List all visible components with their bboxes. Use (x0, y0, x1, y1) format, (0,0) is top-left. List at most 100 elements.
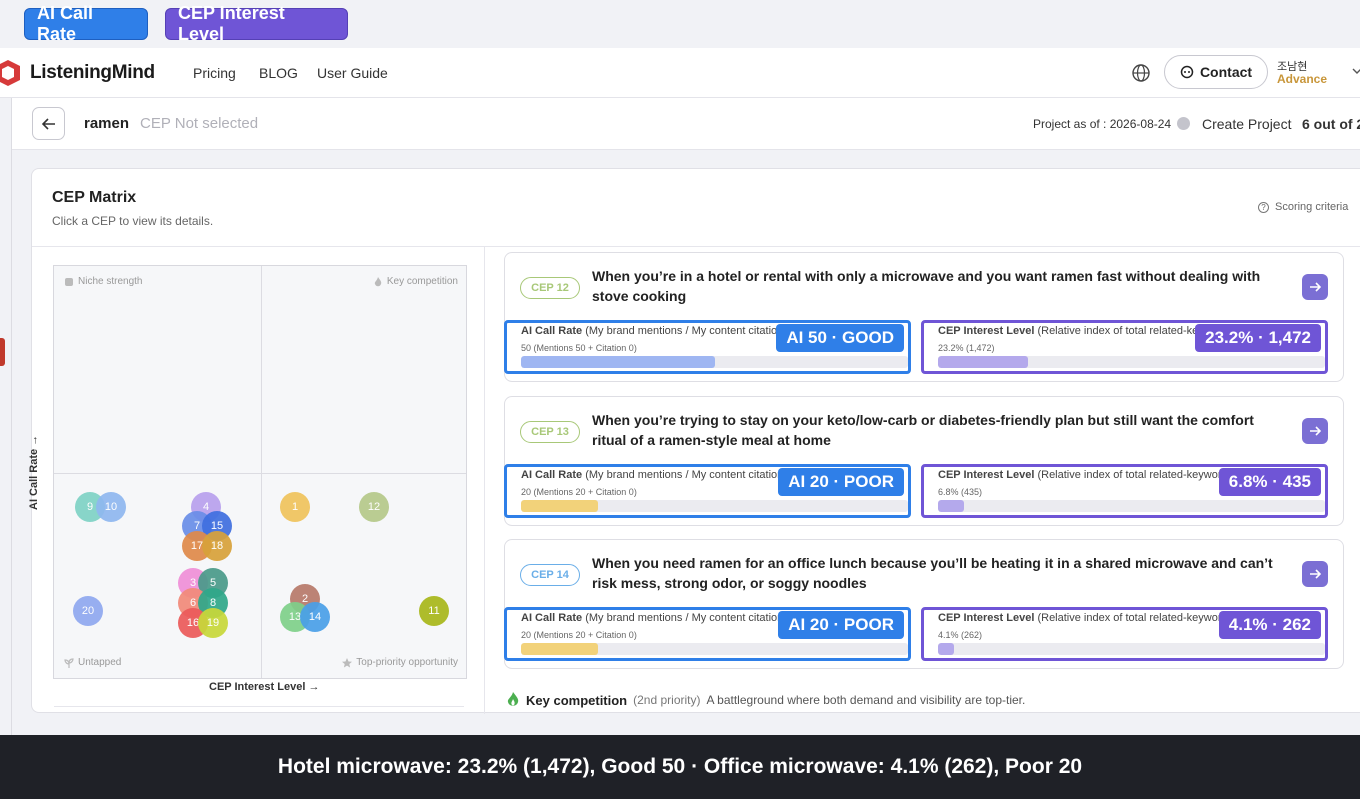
matrix-dot-cep-12[interactable]: 12 (359, 492, 389, 522)
matrix-dot-cep-20[interactable]: 20 (73, 596, 103, 626)
arrow-right-icon (1310, 569, 1321, 579)
matrix-vertical-divider (261, 266, 262, 678)
ai-metric-title-detail: (My brand mentions / My content citation… (582, 612, 793, 624)
open-cep-button[interactable] (1302, 561, 1328, 587)
top-navbar: ListeningMind Pricing BLOG User Guide Co… (0, 48, 1360, 98)
arrow-right-icon (1310, 282, 1321, 292)
cep-card[interactable]: CEP 14 When you need ramen for an office… (504, 539, 1344, 669)
ai-metric-value: 20 (Mentions 20 + Citation 0) (521, 630, 637, 640)
cep-metric-title-main: CEP Interest Level (938, 469, 1035, 481)
panel-subtitle: Click a CEP to view its details. (52, 214, 214, 228)
x-axis-label: CEP Interest Level → (209, 681, 320, 693)
cep-matrix-chart: Niche strength Key competition Untapped … (53, 265, 467, 679)
cep-score-overlay: 23.2% · 1,472 (1195, 324, 1321, 352)
matrix-scroll-area (54, 706, 464, 712)
ai-score-overlay: AI 50 · GOOD (776, 324, 904, 352)
cep-badge: CEP 14 (520, 564, 580, 586)
contact-label: Contact (1199, 64, 1253, 80)
quadrant-label: Top-priority opportunity (356, 657, 458, 668)
cep-metric-bar-fill (938, 356, 1028, 368)
ai-metric-value: 50 (Mentions 50 + Citation 0) (521, 343, 637, 353)
sidebar-edge (11, 98, 12, 738)
cep-metric-value: 6.8% (435) (938, 487, 983, 497)
chevron-down-icon[interactable] (1352, 66, 1360, 76)
ai-metric-bar (521, 500, 908, 512)
project-as-of-date: Project as of : 2026-08-24 (1033, 117, 1172, 131)
project-count: 6 out of 2 (1302, 116, 1360, 132)
quadrant-top-priority: Top-priority opportunity (342, 657, 458, 668)
cep-card[interactable]: CEP 12 When you’re in a hotel or rental … (504, 252, 1344, 382)
summary-caption: Hotel microwave: 23.2% (1,472), Good 50 … (0, 735, 1360, 799)
arrow-right-icon (1310, 426, 1321, 436)
open-cep-button[interactable] (1302, 274, 1328, 300)
ai-metric-bar (521, 356, 908, 368)
cep-description: When you need ramen for an office lunch … (592, 555, 1273, 591)
arrow-left-icon (41, 117, 55, 130)
cep-metric-bar (938, 500, 1325, 512)
legend-cep-interest-level: CEP Interest Level (165, 3, 348, 44)
contact-button[interactable]: Contact (1164, 55, 1268, 89)
headset-icon (1180, 65, 1194, 79)
cep-metric-bar-fill (938, 643, 954, 655)
matrix-dot-cep-10[interactable]: 10 (96, 492, 126, 522)
project-name: ramen (84, 115, 130, 132)
info-icon[interactable] (1177, 117, 1190, 130)
cep-metric-bar (938, 356, 1325, 368)
puzzle-icon (65, 277, 73, 286)
cep-badge: CEP 13 (520, 421, 580, 443)
cep-selection-status: CEP Not selected (140, 115, 259, 132)
matrix-dot-cep-18[interactable]: 18 (202, 531, 232, 561)
key-note-description: A battleground where both demand and vis… (706, 693, 1026, 707)
key-competition-note: Key competition (2nd priority) A battleg… (506, 692, 1025, 708)
create-project-button[interactable]: Create Project (1202, 116, 1292, 132)
scoring-criteria-label: Scoring criteria (1275, 201, 1349, 213)
ai-metric-bar-fill (521, 500, 599, 512)
column-divider (484, 246, 485, 714)
user-name[interactable]: 조남현 (1277, 61, 1308, 73)
matrix-horizontal-divider (54, 473, 466, 474)
ai-metric-title-main: AI Call Rate (521, 612, 583, 624)
legend-ai-call-rate: AI Call Rate (24, 3, 148, 44)
nav-link-blog[interactable]: BLOG (259, 65, 298, 81)
ai-call-rate-metric: AI Call Rate (My brand mentions / My con… (504, 320, 911, 374)
ai-metric-bar-fill (521, 643, 599, 655)
matrix-dot-cep-1[interactable]: 1 (280, 492, 310, 522)
ai-metric-title-main: AI Call Rate (521, 325, 583, 337)
nav-link-user-guide[interactable]: User Guide (317, 65, 388, 81)
open-cep-button[interactable] (1302, 418, 1328, 444)
ai-metric-title-main: AI Call Rate (521, 469, 583, 481)
y-axis-label: AI Call Rate → (28, 435, 40, 510)
ai-metric-bar-fill (521, 356, 715, 368)
panel-title: CEP Matrix (52, 189, 137, 206)
ai-metric-bar (521, 643, 908, 655)
quadrant-untapped: Untapped (64, 657, 121, 668)
back-button[interactable] (32, 107, 65, 140)
matrix-dot-cep-19[interactable]: 19 (198, 608, 228, 638)
ai-call-rate-metric: AI Call Rate (My brand mentions / My con… (504, 607, 911, 661)
globe-icon[interactable] (1131, 63, 1151, 83)
panel-divider (32, 246, 1360, 247)
cep-interest-metric: CEP Interest Level (Relative index of to… (921, 320, 1328, 374)
scoring-criteria-link[interactable]: ? Scoring criteria (1258, 201, 1348, 213)
matrix-dot-cep-11[interactable]: 11 (419, 596, 449, 626)
ai-metric-value: 20 (Mentions 20 + Citation 0) (521, 487, 637, 497)
cep-description: When you’re in a hotel or rental with on… (592, 268, 1261, 304)
ai-score-overlay: AI 20 · POOR (778, 611, 904, 639)
cep-description: When you’re trying to stay on your keto/… (592, 412, 1254, 448)
ai-metric-title: AI Call Rate (My brand mentions / My con… (521, 612, 901, 624)
star-icon (342, 657, 353, 667)
cep-interest-metric: CEP Interest Level (Relative index of to… (921, 464, 1328, 518)
flame-icon (507, 692, 519, 706)
sidebar-handle[interactable] (0, 338, 5, 366)
cep-card[interactable]: CEP 13 When you’re trying to stay on you… (504, 396, 1344, 526)
cep-metric-title-main: CEP Interest Level (938, 325, 1035, 337)
key-note-title: Key competition (526, 692, 628, 708)
ai-metric-title-detail: (My brand mentions / My content citation… (582, 325, 793, 337)
cep-metric-bar-fill (938, 500, 965, 512)
brand-logo-text[interactable]: ListeningMind (30, 62, 155, 83)
cep-metric-value: 4.1% (262) (938, 630, 983, 640)
ai-metric-title-detail: (My brand mentions / My content citation… (582, 469, 793, 481)
quadrant-label: Niche strength (78, 276, 143, 287)
nav-link-pricing[interactable]: Pricing (193, 65, 236, 81)
matrix-dot-cep-14[interactable]: 14 (300, 602, 330, 632)
